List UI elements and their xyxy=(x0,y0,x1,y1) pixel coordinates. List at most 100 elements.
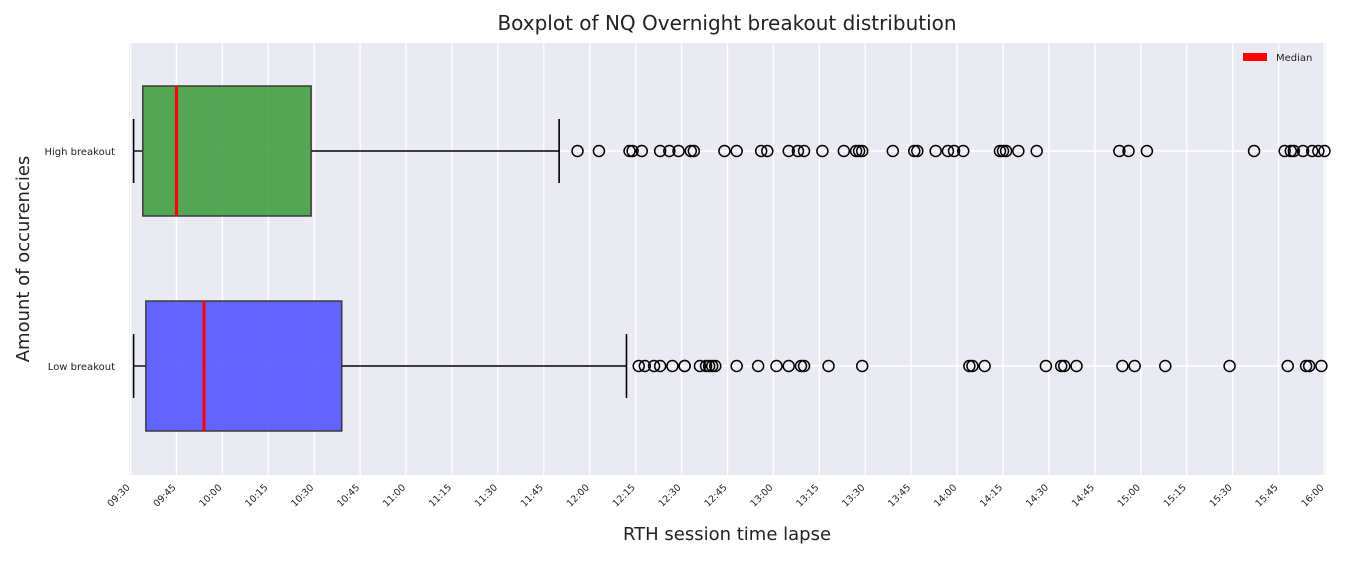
low-breakout-outlier-point xyxy=(963,359,976,373)
high-breakout-outlier-point xyxy=(1287,144,1301,158)
high-breakout-outlier-point xyxy=(684,144,698,158)
x-tick-label: 14:45 xyxy=(1070,482,1097,509)
x-tick-label: 13:30 xyxy=(840,482,867,509)
low-breakout-outlier-point xyxy=(730,359,743,373)
high-breakout-outlier-point xyxy=(816,144,829,158)
low-breakout-outlier-point xyxy=(1299,359,1313,373)
low-breakout-outlier-point xyxy=(647,359,661,373)
low-breakout-outlier-point xyxy=(699,359,713,373)
x-tick-label: 15:30 xyxy=(1208,482,1235,509)
legend: Median xyxy=(1243,53,1312,64)
high-breakout-outlier-point xyxy=(1030,144,1043,158)
high-breakout-outlier-point xyxy=(672,144,685,158)
x-tick-label: 14:15 xyxy=(978,482,1005,509)
low-breakout-outlier-point xyxy=(751,359,765,373)
low-breakout-outlier-point xyxy=(1070,359,1083,373)
low-breakout-outlier-point xyxy=(794,359,808,373)
low-breakout-outlier-point xyxy=(705,359,719,373)
legend-label-median: Median xyxy=(1276,53,1312,64)
high-breakout-outlier-point xyxy=(1113,144,1126,158)
x-tick-label: 10:45 xyxy=(335,482,362,509)
low-breakout-outlier-point xyxy=(1116,359,1129,373)
x-tick-label: 15:45 xyxy=(1254,482,1281,509)
high-breakout-outlier-point xyxy=(1296,144,1310,158)
low-breakout-outlier-point xyxy=(770,359,783,373)
high-breakout-outlier-point xyxy=(782,144,795,158)
high-breakout-outlier-point xyxy=(956,144,970,158)
x-tick-label: 12:00 xyxy=(565,482,592,509)
y-tick-labels: High breakout Low breakout xyxy=(45,147,116,373)
x-tick-label: 10:15 xyxy=(243,482,270,509)
x-tick-label: 11:00 xyxy=(381,482,408,509)
high-breakout-outlier-point xyxy=(993,144,1007,158)
x-tick-label: 13:15 xyxy=(794,482,821,509)
low-breakout-outlier-point xyxy=(978,359,991,373)
low-breakout-outlier-point xyxy=(632,359,645,373)
high-breakout-outlier-point xyxy=(849,144,863,158)
legend-swatch-median xyxy=(1243,53,1267,61)
high-breakout-outlier-point xyxy=(996,144,1010,158)
low-breakout-outlier-point xyxy=(1058,359,1071,373)
low-breakout-outlier-point xyxy=(709,359,722,373)
x-tick-label: 10:00 xyxy=(197,482,224,509)
chart-title: Boxplot of NQ Overnight breakout distrib… xyxy=(497,11,956,35)
low-breakout-outlier-point xyxy=(693,359,707,373)
low-breakout-outlier-point xyxy=(653,359,667,373)
x-tick-label: 12:30 xyxy=(657,482,684,509)
high-breakout-outlier-point xyxy=(791,144,805,158)
high-breakout-outlier-point xyxy=(1122,144,1135,158)
high-breakout-outlier-point xyxy=(907,144,921,158)
low-breakout-outlier-point xyxy=(782,359,795,373)
low-breakout-outlier-point xyxy=(1315,359,1328,373)
low-breakout-outlier-point xyxy=(1159,359,1172,373)
high-breakout-outlier-point xyxy=(635,144,649,158)
high-breakout-tick-label: High breakout xyxy=(45,147,116,158)
high-breakout-outlier-point xyxy=(1247,144,1261,158)
high-breakout-outlier-point xyxy=(754,144,768,158)
high-breakout-outlier-point xyxy=(797,144,811,158)
high-breakout-outlier-point xyxy=(653,144,667,158)
high-breakout-box xyxy=(142,85,312,217)
high-breakout-outlier-point xyxy=(730,144,743,158)
high-breakout-outlier-point xyxy=(761,144,774,158)
high-breakout-outlier-point xyxy=(1305,144,1319,158)
high-breakout-outlier-point xyxy=(1278,144,1291,158)
high-breakout-outlier-point xyxy=(929,144,942,158)
high-breakout-outlier-point xyxy=(855,144,869,158)
high-breakout-outlier-point xyxy=(852,144,866,158)
low-breakout-outlier-point xyxy=(1128,359,1141,373)
low-breakout-outlier-point xyxy=(702,359,716,373)
x-tick-label: 13:00 xyxy=(748,482,775,509)
low-breakout-outlier-point xyxy=(1302,359,1316,373)
high-breakout-outlier-point xyxy=(947,144,961,158)
high-breakout-outlier-point xyxy=(941,144,955,158)
low-breakout-outlier-point xyxy=(797,359,811,373)
low-breakout-outlier-point xyxy=(822,359,835,373)
high-breakout-outlier-point xyxy=(999,144,1013,158)
x-tick-label: 14:30 xyxy=(1024,482,1051,509)
low-breakout-outlier-point xyxy=(1039,359,1053,373)
outliers-layer xyxy=(571,144,1331,373)
high-breakout-outlier-point xyxy=(911,144,924,158)
low-breakout-outlier-point xyxy=(1054,359,1068,373)
x-tick-label: 09:30 xyxy=(106,482,133,509)
low-breakout-outlier-point xyxy=(1281,359,1294,373)
x-tick-label: 09:45 xyxy=(151,482,178,509)
high-breakout-outlier-point xyxy=(886,144,900,158)
high-breakout-outlier-point xyxy=(623,144,636,158)
boxes-layer xyxy=(132,85,628,432)
high-breakout-outlier-point xyxy=(1012,144,1025,158)
x-tick-label: 15:00 xyxy=(1116,482,1143,509)
low-breakout-outlier-point xyxy=(678,359,691,373)
x-tick-label: 14:00 xyxy=(932,482,959,509)
x-tick-label: 11:15 xyxy=(427,482,454,509)
x-tick-labels: 09:30 09:45 10:00 10:15 10:30 10:45 11:00 11:15… xyxy=(106,482,1327,509)
high-breakout-outlier-point xyxy=(718,144,731,158)
low-breakout-outlier-point xyxy=(966,359,979,373)
y-axis-label: Amount of occurencies xyxy=(13,156,34,363)
high-breakout-outlier-point xyxy=(592,144,606,158)
low-breakout-tick-label: Low breakout xyxy=(48,362,115,373)
x-tick-label: 12:15 xyxy=(611,482,638,509)
